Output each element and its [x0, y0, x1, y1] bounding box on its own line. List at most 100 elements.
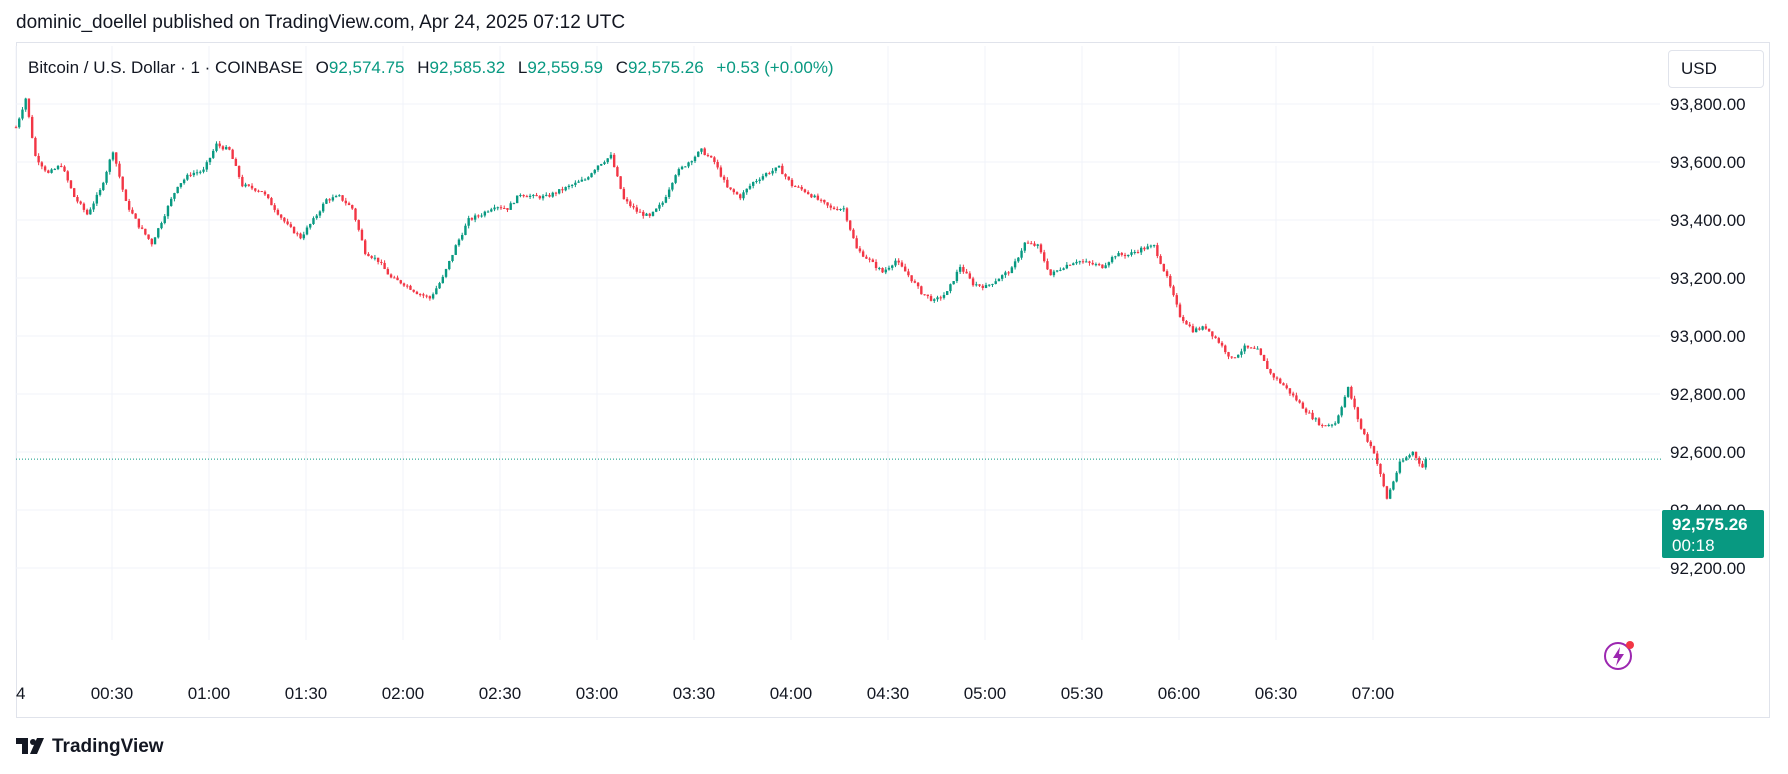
high-value: 92,585.32 — [429, 58, 506, 77]
candle-body — [748, 185, 752, 189]
candle-body — [1227, 352, 1230, 357]
candle-body — [428, 296, 432, 299]
candle-body — [299, 233, 302, 239]
candle-body — [1065, 264, 1069, 269]
candle-body — [21, 109, 24, 119]
sparkle-icon[interactable] — [1598, 636, 1638, 676]
candle-body — [215, 143, 218, 151]
candle-body — [357, 220, 360, 230]
candle-body — [551, 192, 554, 197]
candle-body — [1156, 245, 1159, 257]
x-tick-label: 02:30 — [479, 684, 522, 703]
candle-body — [593, 169, 596, 174]
candle-body — [684, 166, 687, 168]
candle-body — [115, 152, 118, 164]
candle-body — [192, 172, 196, 176]
candle-body — [706, 155, 710, 157]
candle-body — [47, 170, 50, 173]
currency-button[interactable]: USD — [1668, 50, 1764, 88]
candle-body — [590, 173, 593, 178]
candle-body — [360, 229, 364, 241]
candle-body — [1337, 415, 1340, 424]
candle-body — [1327, 424, 1330, 426]
candle-body — [532, 194, 535, 196]
price-axis[interactable]: 93,800.00 93,600.00 93,400.00 93,200.00 93,0… — [1670, 95, 1746, 578]
candle-body — [1317, 418, 1321, 426]
candle-body — [208, 157, 212, 163]
candle-body — [1101, 264, 1104, 269]
candle-body — [525, 196, 529, 198]
candle-body — [179, 183, 183, 187]
time-axis[interactable]: 4 00:30 01:00 01:30 02:00 02:30 03:00 03:30 04:0… — [16, 684, 1394, 703]
candle-body — [221, 146, 225, 150]
candle-body — [270, 198, 273, 206]
candle-body — [448, 261, 451, 270]
candle-body — [1279, 378, 1282, 384]
candle-body — [1201, 326, 1204, 330]
candle-body — [344, 200, 347, 204]
candle-body — [389, 274, 393, 278]
candle-body — [813, 195, 816, 198]
candle-body — [328, 199, 331, 201]
candle-body — [250, 185, 254, 189]
candle-body — [386, 269, 390, 275]
candle-body — [829, 205, 832, 208]
x-tick-label: 05:30 — [1061, 684, 1104, 703]
candle-body — [1013, 261, 1017, 268]
candle-body — [819, 199, 823, 201]
candle-body — [506, 208, 509, 210]
candle-body — [1094, 264, 1098, 266]
candle-body — [1246, 345, 1250, 348]
x-tick-label: 01:30 — [285, 684, 328, 703]
candle-body — [1253, 347, 1256, 349]
candle-body — [493, 207, 496, 210]
candle-body — [975, 284, 978, 286]
close-label: C — [615, 58, 629, 77]
candle-body — [1000, 275, 1004, 279]
candle-body — [719, 167, 723, 177]
candle-body — [137, 218, 141, 228]
candle-body — [1191, 326, 1195, 333]
candle-body — [1039, 244, 1043, 253]
candle-body — [283, 217, 286, 222]
candle-body — [1004, 272, 1007, 276]
candle-body — [949, 284, 952, 292]
candle-body — [1308, 412, 1311, 414]
candle-body — [1395, 472, 1398, 482]
candle-body — [1026, 242, 1030, 244]
candle-body — [1321, 425, 1324, 427]
candle-body — [1272, 373, 1275, 378]
candle-body — [991, 283, 994, 285]
candle-body — [1143, 247, 1146, 250]
candle-body — [1078, 261, 1081, 263]
candle-body — [173, 193, 176, 199]
candle-body — [451, 254, 454, 262]
candle-body — [703, 148, 706, 156]
candle-body — [1207, 328, 1211, 332]
candle-body — [612, 154, 616, 168]
symbol-label[interactable]: Bitcoin / U.S. Dollar · 1 · COINBASE — [28, 58, 303, 77]
candle-body — [541, 195, 545, 199]
candle-body — [1097, 264, 1101, 266]
candle-body — [1424, 459, 1427, 468]
candle-body — [512, 203, 516, 205]
candle-body — [771, 170, 774, 174]
candle-body — [1269, 369, 1272, 374]
low-value: 92,559.59 — [527, 58, 604, 77]
candle-body — [693, 156, 697, 162]
y-tick-label: 92,600.00 — [1670, 443, 1746, 462]
candle-body — [645, 213, 648, 216]
candle-body — [1324, 425, 1327, 427]
candle-body — [464, 225, 467, 236]
candle-body — [18, 118, 21, 128]
x-tick-label: 03:30 — [673, 684, 716, 703]
candle-body — [528, 195, 532, 198]
candle-body — [548, 194, 551, 197]
candle-body — [1133, 251, 1136, 253]
candle-body — [603, 162, 606, 165]
footer-logo[interactable]: TradingView — [16, 736, 164, 758]
candle-body — [195, 172, 199, 174]
candle-body — [784, 174, 787, 177]
candle-body — [305, 227, 309, 235]
